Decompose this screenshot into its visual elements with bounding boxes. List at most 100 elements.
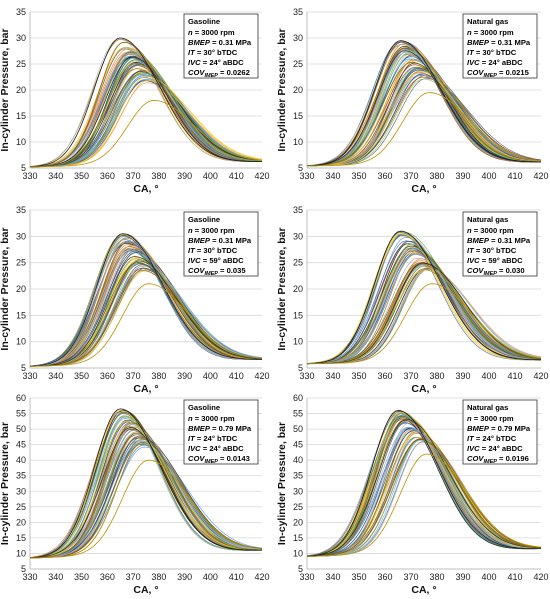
pressure-trace	[307, 430, 541, 557]
x-tick-label: 350	[74, 572, 89, 582]
y-tick-label: 5	[298, 163, 303, 173]
x-tick-label: 360	[377, 572, 392, 582]
x-tick-label: 340	[325, 171, 340, 181]
x-tick-label: 420	[254, 572, 269, 582]
pressure-trace	[307, 41, 541, 166]
x-tick-label: 410	[229, 171, 244, 181]
pressure-trace	[307, 92, 541, 167]
series-group	[30, 408, 262, 559]
y-tick-label: 30	[293, 486, 303, 496]
pressure-trace	[307, 409, 541, 557]
y-tick-label: 5	[21, 363, 26, 373]
series-group	[307, 40, 541, 167]
chart-panel-4: 5 10 15 20 25 30 35 330 340 350 360 370 380 390 400 410…	[276, 205, 549, 395]
series-group	[30, 37, 262, 168]
x-tick-label: 400	[203, 572, 218, 582]
legend-title: Natural gas	[467, 403, 508, 412]
x-tick-label: 340	[325, 371, 340, 381]
pressure-trace	[307, 49, 541, 167]
legend-line: IVC = 24° aBDC	[188, 58, 244, 67]
x-tick-label: 390	[177, 572, 192, 582]
y-tick-label: 25	[16, 502, 26, 512]
pressure-trace	[30, 260, 262, 367]
y-tick-label: 20	[16, 517, 26, 527]
y-tick-label: 10	[293, 137, 303, 147]
pressure-trace	[30, 53, 262, 168]
x-tick-label: 380	[429, 171, 444, 181]
legend-line: COVIMEP = 0.030	[467, 266, 525, 277]
pressure-trace	[30, 422, 262, 559]
x-axis-title: CA, °	[133, 584, 158, 596]
y-tick-label: 40	[293, 455, 303, 465]
legend-line: IVC = 59° aBDC	[188, 256, 244, 265]
legend-line: n = 3000 rpm	[188, 414, 235, 423]
pressure-trace	[307, 70, 541, 167]
x-tick-label: 350	[74, 371, 89, 381]
pressure-trace	[30, 263, 262, 367]
x-tick-label: 350	[351, 171, 366, 181]
y-tick-label: 25	[293, 258, 303, 268]
pressure-trace	[30, 427, 262, 559]
pressure-trace	[30, 408, 262, 559]
pressure-trace	[307, 267, 541, 365]
y-tick-label: 40	[16, 455, 26, 465]
pressure-trace	[30, 68, 262, 168]
y-tick-label: 45	[16, 440, 26, 450]
legend-line: IVC = 24° aBDC	[467, 444, 523, 453]
legend-title: Natural gas	[467, 215, 508, 224]
legend-line: IT = 24° bTDC	[467, 434, 517, 443]
y-tick-label: 20	[16, 284, 26, 294]
x-tick-label: 390	[177, 371, 192, 381]
x-tick-label: 420	[533, 171, 548, 181]
x-axis-title: CA, °	[133, 183, 158, 195]
y-tick-label: 45	[293, 440, 303, 450]
y-tick-label: 15	[16, 111, 26, 121]
pressure-trace	[30, 41, 262, 168]
chart-panel-6: 5 10 15 20 25 30 35 40 45 50 55 60 330 340 350 360 370 38…	[276, 393, 549, 596]
legend-box	[462, 13, 538, 79]
y-tick-label: 55	[16, 409, 26, 419]
pressure-trace	[30, 283, 262, 367]
pressure-trace	[307, 268, 541, 365]
y-axis-title: In-cylinder Pressure, bar	[276, 422, 288, 545]
x-tick-label: 370	[126, 572, 141, 582]
pressure-trace	[30, 99, 262, 168]
x-tick-label: 400	[203, 171, 218, 181]
y-tick-label: 30	[293, 231, 303, 241]
pressure-trace	[30, 72, 262, 168]
pressure-trace	[307, 419, 541, 557]
y-tick-label: 10	[293, 548, 303, 558]
x-tick-label: 410	[229, 572, 244, 582]
y-tick-label: 35	[16, 7, 26, 17]
y-tick-label: 15	[293, 111, 303, 121]
x-tick-label: 390	[455, 371, 470, 381]
pressure-trace	[307, 254, 541, 365]
legend-box	[462, 399, 538, 465]
y-tick-label: 25	[16, 59, 26, 69]
x-tick-label: 370	[403, 171, 418, 181]
x-tick-label: 360	[100, 572, 115, 582]
x-tick-label: 330	[22, 572, 37, 582]
x-tick-label: 370	[126, 371, 141, 381]
x-tick-label: 330	[299, 371, 314, 381]
x-axis-title: CA, °	[411, 183, 436, 195]
legend-line: COVIMEP = 0.0196	[467, 454, 529, 465]
pressure-trace	[30, 38, 262, 167]
y-tick-label: 35	[293, 471, 303, 481]
x-tick-label: 370	[403, 371, 418, 381]
pressure-trace	[307, 68, 541, 167]
pressure-trace	[307, 262, 541, 365]
x-tick-label: 400	[481, 371, 496, 381]
legend-line: COVIMEP = 0.0262	[188, 68, 250, 79]
x-tick-label: 340	[325, 572, 340, 582]
y-axis-title: In-cylinder Pressure, bar	[276, 227, 288, 350]
x-axis-title: CA, °	[133, 383, 158, 395]
y-tick-label: 30	[16, 486, 26, 496]
legend-line: IT = 30° bTDC	[188, 246, 238, 255]
x-tick-label: 420	[533, 371, 548, 381]
y-tick-label: 35	[16, 471, 26, 481]
x-tick-label: 410	[507, 371, 522, 381]
